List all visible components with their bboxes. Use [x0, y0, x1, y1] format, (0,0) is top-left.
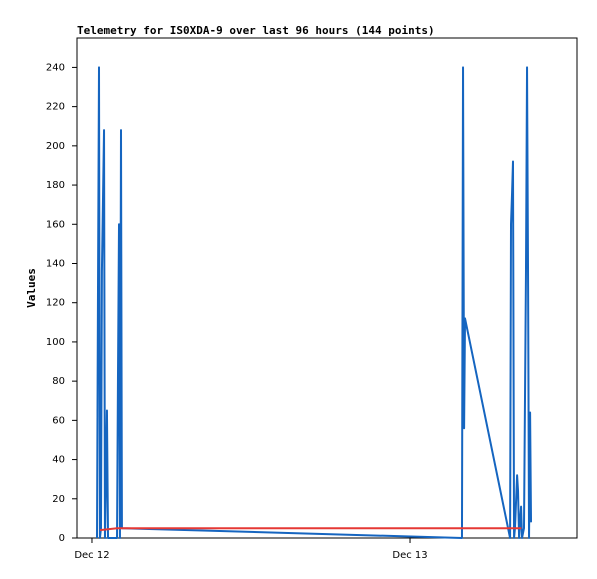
y-tick-label: 220 — [46, 102, 65, 113]
y-tick-label: 120 — [46, 298, 65, 309]
y-tick-label: 80 — [52, 376, 65, 387]
y-tick-label: 40 — [52, 455, 65, 466]
y-axis-label: Values — [25, 268, 38, 308]
y-tick-label: 0 — [59, 533, 65, 544]
y-tick-label: 180 — [46, 180, 65, 191]
x-tick-label: Dec 13 — [392, 550, 427, 561]
series-line — [96, 66, 533, 539]
y-tick-label: 200 — [46, 141, 65, 152]
y-tick-label: 240 — [46, 62, 65, 73]
y-tick-label: 100 — [46, 337, 65, 348]
y-tick-label: 140 — [46, 258, 65, 269]
y-tick-label: 20 — [52, 494, 65, 505]
chart-title: Telemetry for IS0XDA-9 over last 96 hour… — [77, 24, 435, 37]
y-tick-label: 160 — [46, 219, 65, 230]
plot-frame — [76, 37, 578, 539]
series-line — [99, 527, 522, 532]
x-tick-label: Dec 12 — [74, 550, 109, 561]
y-tick-label: 60 — [52, 415, 65, 426]
